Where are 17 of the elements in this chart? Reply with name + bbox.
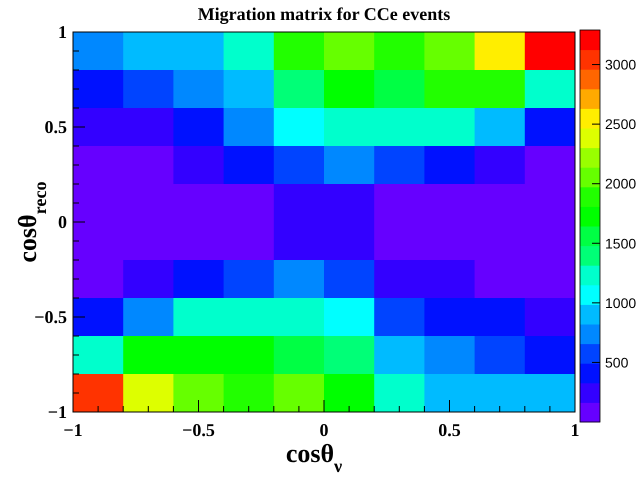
color-bar-label: 1500 [605, 235, 636, 252]
x-tick-label: 1 [570, 420, 580, 440]
y-tick-label: 0 [58, 212, 67, 232]
y-tick-label: 0.5 [44, 117, 67, 137]
color-bar-label: 500 [605, 354, 629, 370]
chart-title: Migration matrix for CCe events [198, 4, 450, 24]
x-tick-label: 0.5 [438, 420, 461, 440]
color-bar-label: 2500 [605, 116, 636, 132]
color-bar-label: 1000 [605, 294, 636, 311]
x-tick-label: −0.5 [182, 420, 215, 440]
y-tick-label: −0.5 [34, 307, 67, 327]
x-tick-label: 0 [320, 420, 328, 440]
y-tick-label: −1 [48, 402, 67, 422]
y-tick-label: 1 [58, 22, 67, 42]
color-bar-label: 3000 [605, 56, 636, 73]
color-bar-label: 2000 [605, 176, 636, 192]
x-axis-title: cosθ$_{ν}$ [286, 439, 342, 476]
